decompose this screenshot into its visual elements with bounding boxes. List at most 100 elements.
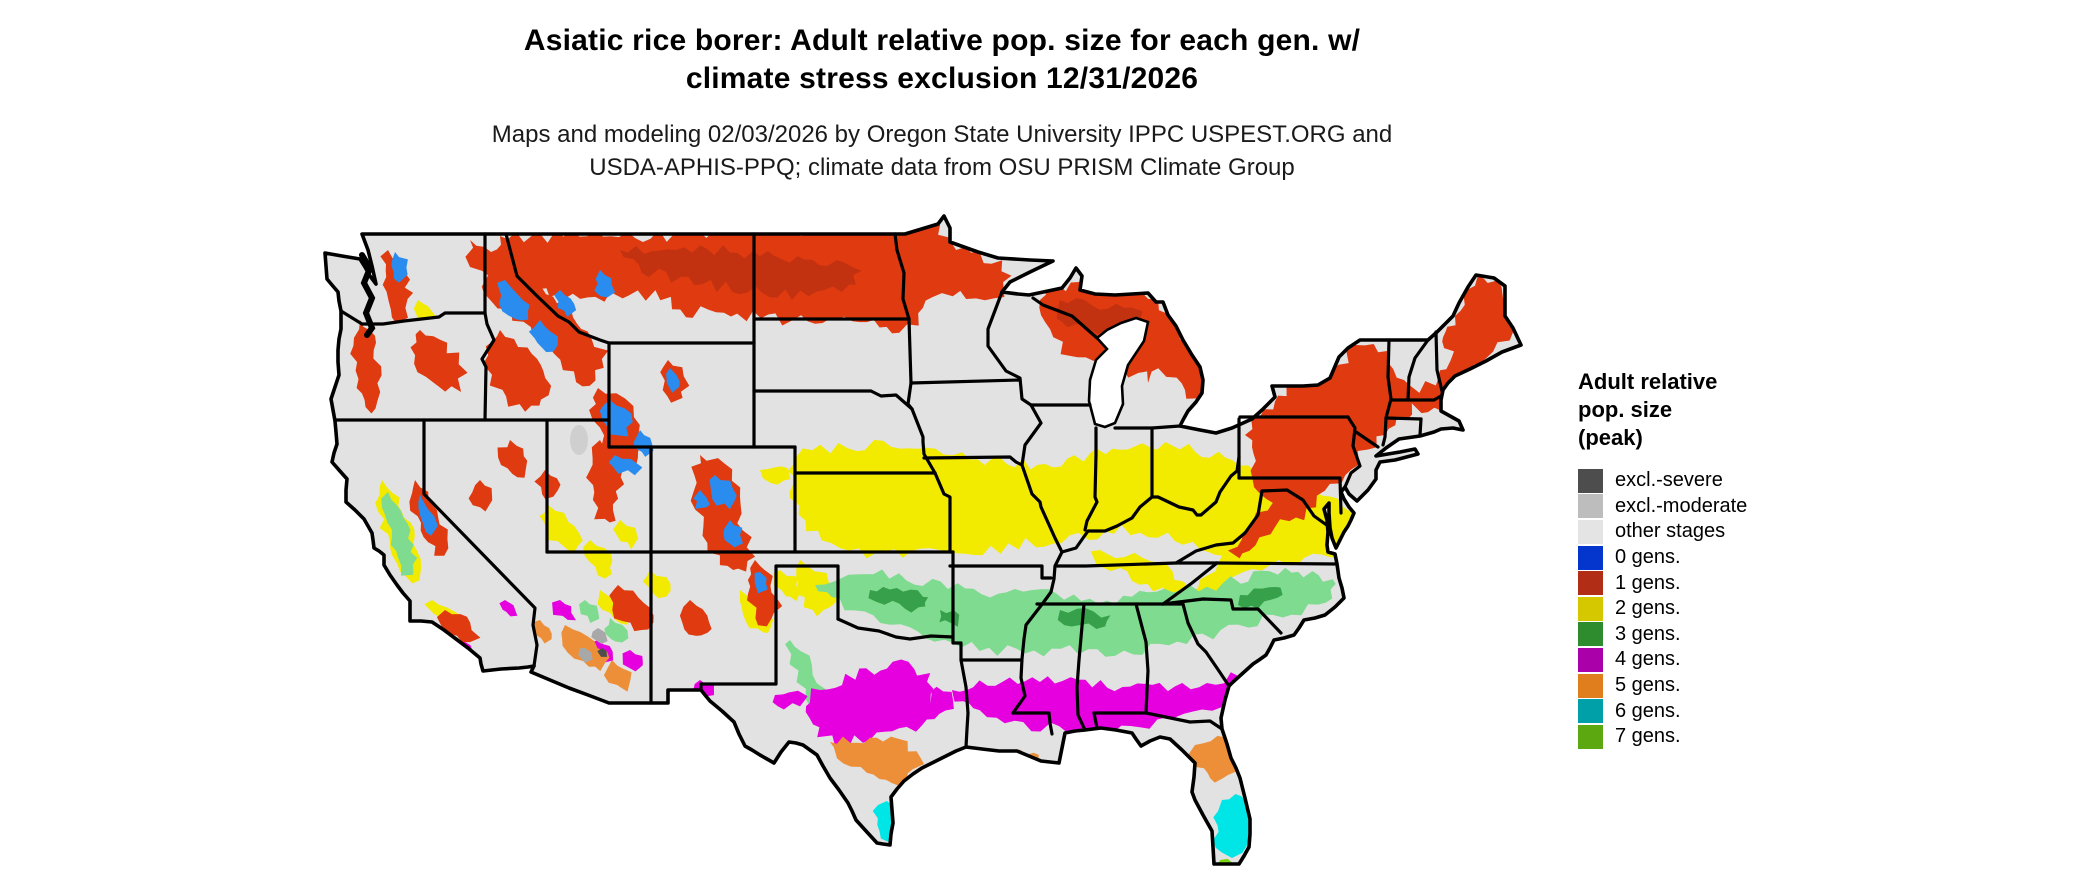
legend-item-excl-severe: excl.-severe <box>1578 468 1878 494</box>
map-subtitle-line2: USDA-APHIS-PPQ; climate data from OSU PR… <box>589 154 1295 181</box>
region-gens4 <box>499 600 518 617</box>
region-gens0 <box>723 520 743 548</box>
region-exclModerate <box>578 648 593 663</box>
region-gens0 <box>633 430 654 457</box>
legend-label: 7 gens. <box>1615 725 1681 748</box>
great-lakes <box>570 316 1150 455</box>
region-gens2 <box>583 540 613 579</box>
region-gens4 <box>772 690 808 710</box>
region-gens1 <box>465 240 609 387</box>
map-subtitle: Maps and modeling 02/03/2026 by Oregon S… <box>0 118 1884 184</box>
legend-label: 2 gens. <box>1615 597 1681 620</box>
legend-label: excl.-moderate <box>1615 494 1748 517</box>
region-gens4 <box>622 650 643 672</box>
region-gens2 <box>760 466 791 485</box>
region-gens2 <box>1090 550 1186 598</box>
region-exclModerate <box>591 628 608 644</box>
region-gens4 <box>552 600 576 621</box>
region-gens0 <box>497 280 530 321</box>
region-gens3-dark <box>868 586 929 613</box>
legend-title-line1: Adult relative <box>1578 369 1718 394</box>
legend-swatch-2-gens <box>1578 596 1603 621</box>
legend-label: 3 gens. <box>1615 622 1681 645</box>
region-gens1 <box>484 330 552 412</box>
legend-item-5-gens: 5 gens. <box>1578 673 1878 699</box>
region-gens1 <box>380 250 414 324</box>
region-gens1-dark <box>620 245 862 300</box>
region-gens1 <box>1452 275 1514 366</box>
region-gens4 <box>805 659 954 747</box>
legend-item-2-gens: 2 gens. <box>1578 596 1878 622</box>
region-gens4 <box>952 668 1278 738</box>
legend-item-other-stages: other stages <box>1578 519 1878 545</box>
legend-label: 0 gens. <box>1615 546 1681 569</box>
great-salt-lake <box>570 425 588 455</box>
us-outline <box>323 214 1523 866</box>
region-gens0 <box>608 455 643 476</box>
legend-swatch-4-gens <box>1578 647 1603 672</box>
region-gens1 <box>609 585 654 632</box>
map-title-line2: climate stress exclusion 12/31/2026 <box>685 62 1199 95</box>
legend-item-0-gens: 0 gens. <box>1578 545 1878 571</box>
puget-sound-coast <box>359 252 376 338</box>
region-gens2 <box>613 520 639 550</box>
region-gens0 <box>709 475 737 510</box>
region-gens2 <box>773 570 801 602</box>
legend-swatch-1-gens <box>1578 571 1603 596</box>
region-gens0 <box>594 270 616 298</box>
region-gens0 <box>693 490 710 509</box>
region-gens1 <box>410 330 468 392</box>
legend-swatch-6-gens <box>1578 699 1603 724</box>
legend-item-excl-moderate: excl.-moderate <box>1578 494 1878 520</box>
region-gens1 <box>350 320 382 414</box>
legend-item-3-gens: 3 gens. <box>1578 622 1878 648</box>
legend-item-4-gens: 4 gens. <box>1578 647 1878 673</box>
legend-item-7-gens: 7 gens. <box>1578 724 1878 750</box>
legend-label: 1 gens. <box>1615 571 1681 594</box>
legend-swatch-excl-moderate <box>1578 494 1603 519</box>
region-gens2 <box>787 440 1364 600</box>
region-gens3-dark <box>1238 587 1283 609</box>
legend-swatch-7-gens <box>1578 724 1603 749</box>
lake-michigan <box>1087 316 1150 429</box>
legend: Adult relative pop. size (peak) excl.-se… <box>1578 368 1878 750</box>
state-borders <box>333 232 1444 749</box>
legend-items: excl.-severe excl.-moderate other stages… <box>1578 468 1878 750</box>
region-gens1 <box>1245 325 1476 522</box>
region-gens5 <box>830 736 925 787</box>
legend-item-1-gens: 1 gens. <box>1578 570 1878 596</box>
region-gens1 <box>497 440 528 478</box>
region-gens3 <box>381 492 418 576</box>
map-title: Asiatic rice borer: Adult relative pop. … <box>0 22 1884 98</box>
legend-swatch-0-gens <box>1578 545 1603 570</box>
region-gens6 <box>1212 794 1256 858</box>
legend-title-line3: (peak) <box>1578 425 1643 450</box>
legend-label: 6 gens. <box>1615 699 1681 722</box>
legend-label: excl.-severe <box>1615 469 1723 492</box>
map-generation-regions <box>350 221 1514 864</box>
region-gens5 <box>532 620 552 644</box>
legend-swatch-5-gens <box>1578 673 1603 698</box>
map-subtitle-line1: Maps and modeling 02/03/2026 by Oregon S… <box>491 121 1393 148</box>
legend-label: 4 gens. <box>1615 648 1681 671</box>
region-gens1 <box>436 610 481 643</box>
region-gens3 <box>579 600 600 623</box>
region-gens1 <box>679 600 712 636</box>
region-gens5 <box>603 660 632 692</box>
legend-label: other stages <box>1615 520 1726 543</box>
region-exclSevere <box>597 648 607 657</box>
region-gens2 <box>793 560 839 617</box>
region-gens0 <box>754 572 768 594</box>
region-gens0 <box>528 320 558 353</box>
legend-title-line2: pop. size <box>1578 397 1673 422</box>
legend-swatch-excl-severe <box>1578 468 1603 493</box>
region-gens1 <box>468 480 493 512</box>
legend-swatch-other-stages <box>1578 519 1603 544</box>
region-gens0 <box>666 368 680 393</box>
region-gens5 <box>561 625 610 672</box>
region-gens0 <box>554 290 577 317</box>
region-gens0 <box>418 495 438 536</box>
region-gens1 <box>586 440 625 523</box>
region-gens3 <box>604 618 629 643</box>
